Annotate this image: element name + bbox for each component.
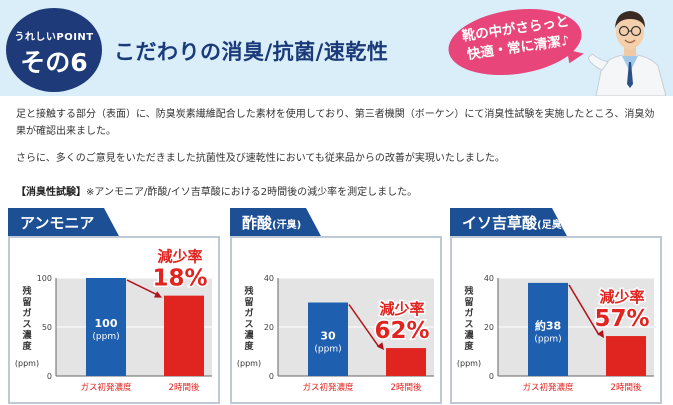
y-axis-label-char: 残	[464, 285, 473, 297]
chart-panel-acetic: 酢酸(汗臭) 0 20 40 残留ガス濃度 (ppm) ガス初発濃度 2時間後 30 (ppm)…	[230, 208, 442, 404]
y-tick-label: 20	[264, 323, 274, 332]
y-axis-unit: (ppm)	[15, 359, 39, 368]
chart-tab-ammonia: アンモニア	[8, 208, 120, 238]
y-axis-label-char: 度	[244, 340, 254, 352]
reduction-arrow-line	[568, 284, 600, 336]
y-axis-label-char: 残	[244, 285, 253, 297]
badge-number: その6	[20, 48, 88, 77]
y-axis-label-char: ガ	[22, 307, 31, 319]
header-banner: うれしいPOINT その6 こだわりの消臭/抗菌/速乾性 靴の中がさらっと 快適…	[0, 0, 673, 96]
y-tick-label: 0	[269, 372, 274, 381]
chart-tab-acetic: 酢酸(汗臭)	[230, 208, 322, 238]
y-axis-label-char: 濃	[22, 329, 32, 341]
y-axis-label-char: 度	[22, 340, 32, 352]
bar-initial	[308, 302, 348, 376]
y-axis-label-char: ス	[244, 319, 253, 330]
test-label: 【消臭性試験】	[16, 187, 86, 198]
y-axis-label-char: 留	[22, 296, 31, 308]
y-axis-unit: (ppm)	[237, 359, 261, 368]
reduction-label: 減少率	[379, 300, 424, 318]
bar-value-unit: (ppm)	[534, 334, 561, 344]
x-category-label: 2時間後	[391, 382, 422, 393]
y-axis-label-char: 度	[464, 340, 474, 352]
bar-value-label: 100	[95, 317, 118, 330]
reduction-arrow-head	[597, 330, 604, 339]
chart-title: アンモニア	[20, 214, 95, 232]
badge-subtitle: うれしいPOINT	[14, 32, 94, 43]
section-title: こだわりの消臭/抗菌/速乾性	[114, 40, 389, 64]
y-axis-label-char: 留	[244, 296, 253, 308]
y-axis-label-char: ス	[22, 319, 31, 330]
y-tick-label: 40	[264, 274, 274, 283]
chart-box-isovaleric: 0 20 40 残留ガス濃度 (ppm) ガス初発濃度 2時間後 約38 (ppm) 減少率 57%	[450, 236, 662, 404]
y-axis-label-char: ガ	[464, 307, 473, 319]
reduction-value: 57%	[594, 306, 649, 332]
reduction-value: 62%	[374, 318, 429, 344]
chart-title-note: (汗臭)	[272, 220, 302, 231]
bar-value-label: 30	[320, 329, 336, 342]
y-tick-label: 40	[484, 274, 494, 283]
bar-value-unit: (ppm)	[314, 344, 341, 354]
y-tick-label: 0	[47, 372, 52, 381]
bar-after-2h	[164, 295, 204, 376]
reduction-arrow-line	[126, 279, 158, 296]
y-axis-label-char: ガ	[244, 307, 253, 319]
y-axis-label-char: 残	[22, 285, 31, 297]
chart-tab-isovaleric: イソ吉草酸(足臭)	[450, 208, 568, 238]
x-category-label: 2時間後	[169, 382, 200, 393]
reduction-label: 減少率	[157, 248, 202, 266]
x-category-label: ガス初発濃度	[80, 382, 132, 393]
x-category-label: ガス初発濃度	[302, 382, 354, 393]
chart-panel-ammonia: アンモニア 0 50 100 残留ガス濃度 (ppm) ガス初発濃度 2時間後 100 (ppm…	[8, 208, 220, 404]
y-axis-label-char: 留	[464, 296, 473, 308]
bar-initial	[528, 282, 568, 376]
bar-value-unit: (ppm)	[92, 332, 119, 342]
chart-title: 酢酸	[242, 214, 273, 232]
y-tick-label: 50	[42, 323, 52, 332]
y-axis-unit: (ppm)	[457, 359, 481, 368]
reduction-arrow-head	[154, 291, 162, 298]
y-axis-label-char: ス	[464, 319, 473, 330]
reduction-arrow-line	[348, 304, 380, 348]
bar-after-2h	[386, 348, 426, 376]
y-axis-label-char: 濃	[244, 329, 254, 341]
reduction-value: 18%	[152, 266, 207, 292]
description-paragraph-1: 足と接触する部分（表面）に、防臭炭素繊維配合した素材を使用しており、第三者機関（…	[16, 109, 655, 137]
y-tick-label: 20	[484, 323, 494, 332]
chart-box-acetic: 0 20 40 残留ガス濃度 (ppm) ガス初発濃度 2時間後 30 (ppm) 減少率 62%	[230, 236, 442, 404]
test-caption: 【消臭性試験】※アンモニア/酢酸/イソ吉草酸における2時間後の減少率を測定しまし…	[16, 183, 417, 198]
chart-title: イソ吉草酸	[462, 214, 538, 232]
chart-panel-isovaleric: イソ吉草酸(足臭) 0 20 40 残留ガス濃度 (ppm) ガス初発濃度 2時間後 約38 (…	[450, 208, 662, 404]
x-category-label: ガス初発濃度	[522, 382, 574, 393]
bar-value-label: 約38	[535, 318, 561, 332]
point-badge: うれしいPOINT その6	[6, 8, 102, 92]
y-axis-label-char: 濃	[464, 329, 474, 341]
y-tick-label: 0	[489, 372, 494, 381]
chart-title-note: (足臭)	[537, 220, 567, 231]
reduction-label: 減少率	[599, 288, 644, 306]
bar-initial	[86, 278, 126, 376]
presenter-illustration	[588, 11, 667, 96]
reduction-arrow-head	[376, 342, 384, 351]
chart-box-ammonia: 0 50 100 残留ガス濃度 (ppm) ガス初発濃度 2時間後 100 (ppm) 減少率 18…	[8, 236, 220, 404]
bar-after-2h	[606, 336, 646, 376]
test-note: ※アンモニア/酢酸/イソ吉草酸における2時間後の減少率を測定しました。	[86, 187, 418, 198]
x-category-label: 2時間後	[611, 382, 642, 393]
description-paragraph-2: さらに、多くのご意見をいただきました抗菌性及び速乾性においても従来品からの改善が…	[16, 153, 505, 164]
y-tick-label: 100	[37, 274, 52, 283]
